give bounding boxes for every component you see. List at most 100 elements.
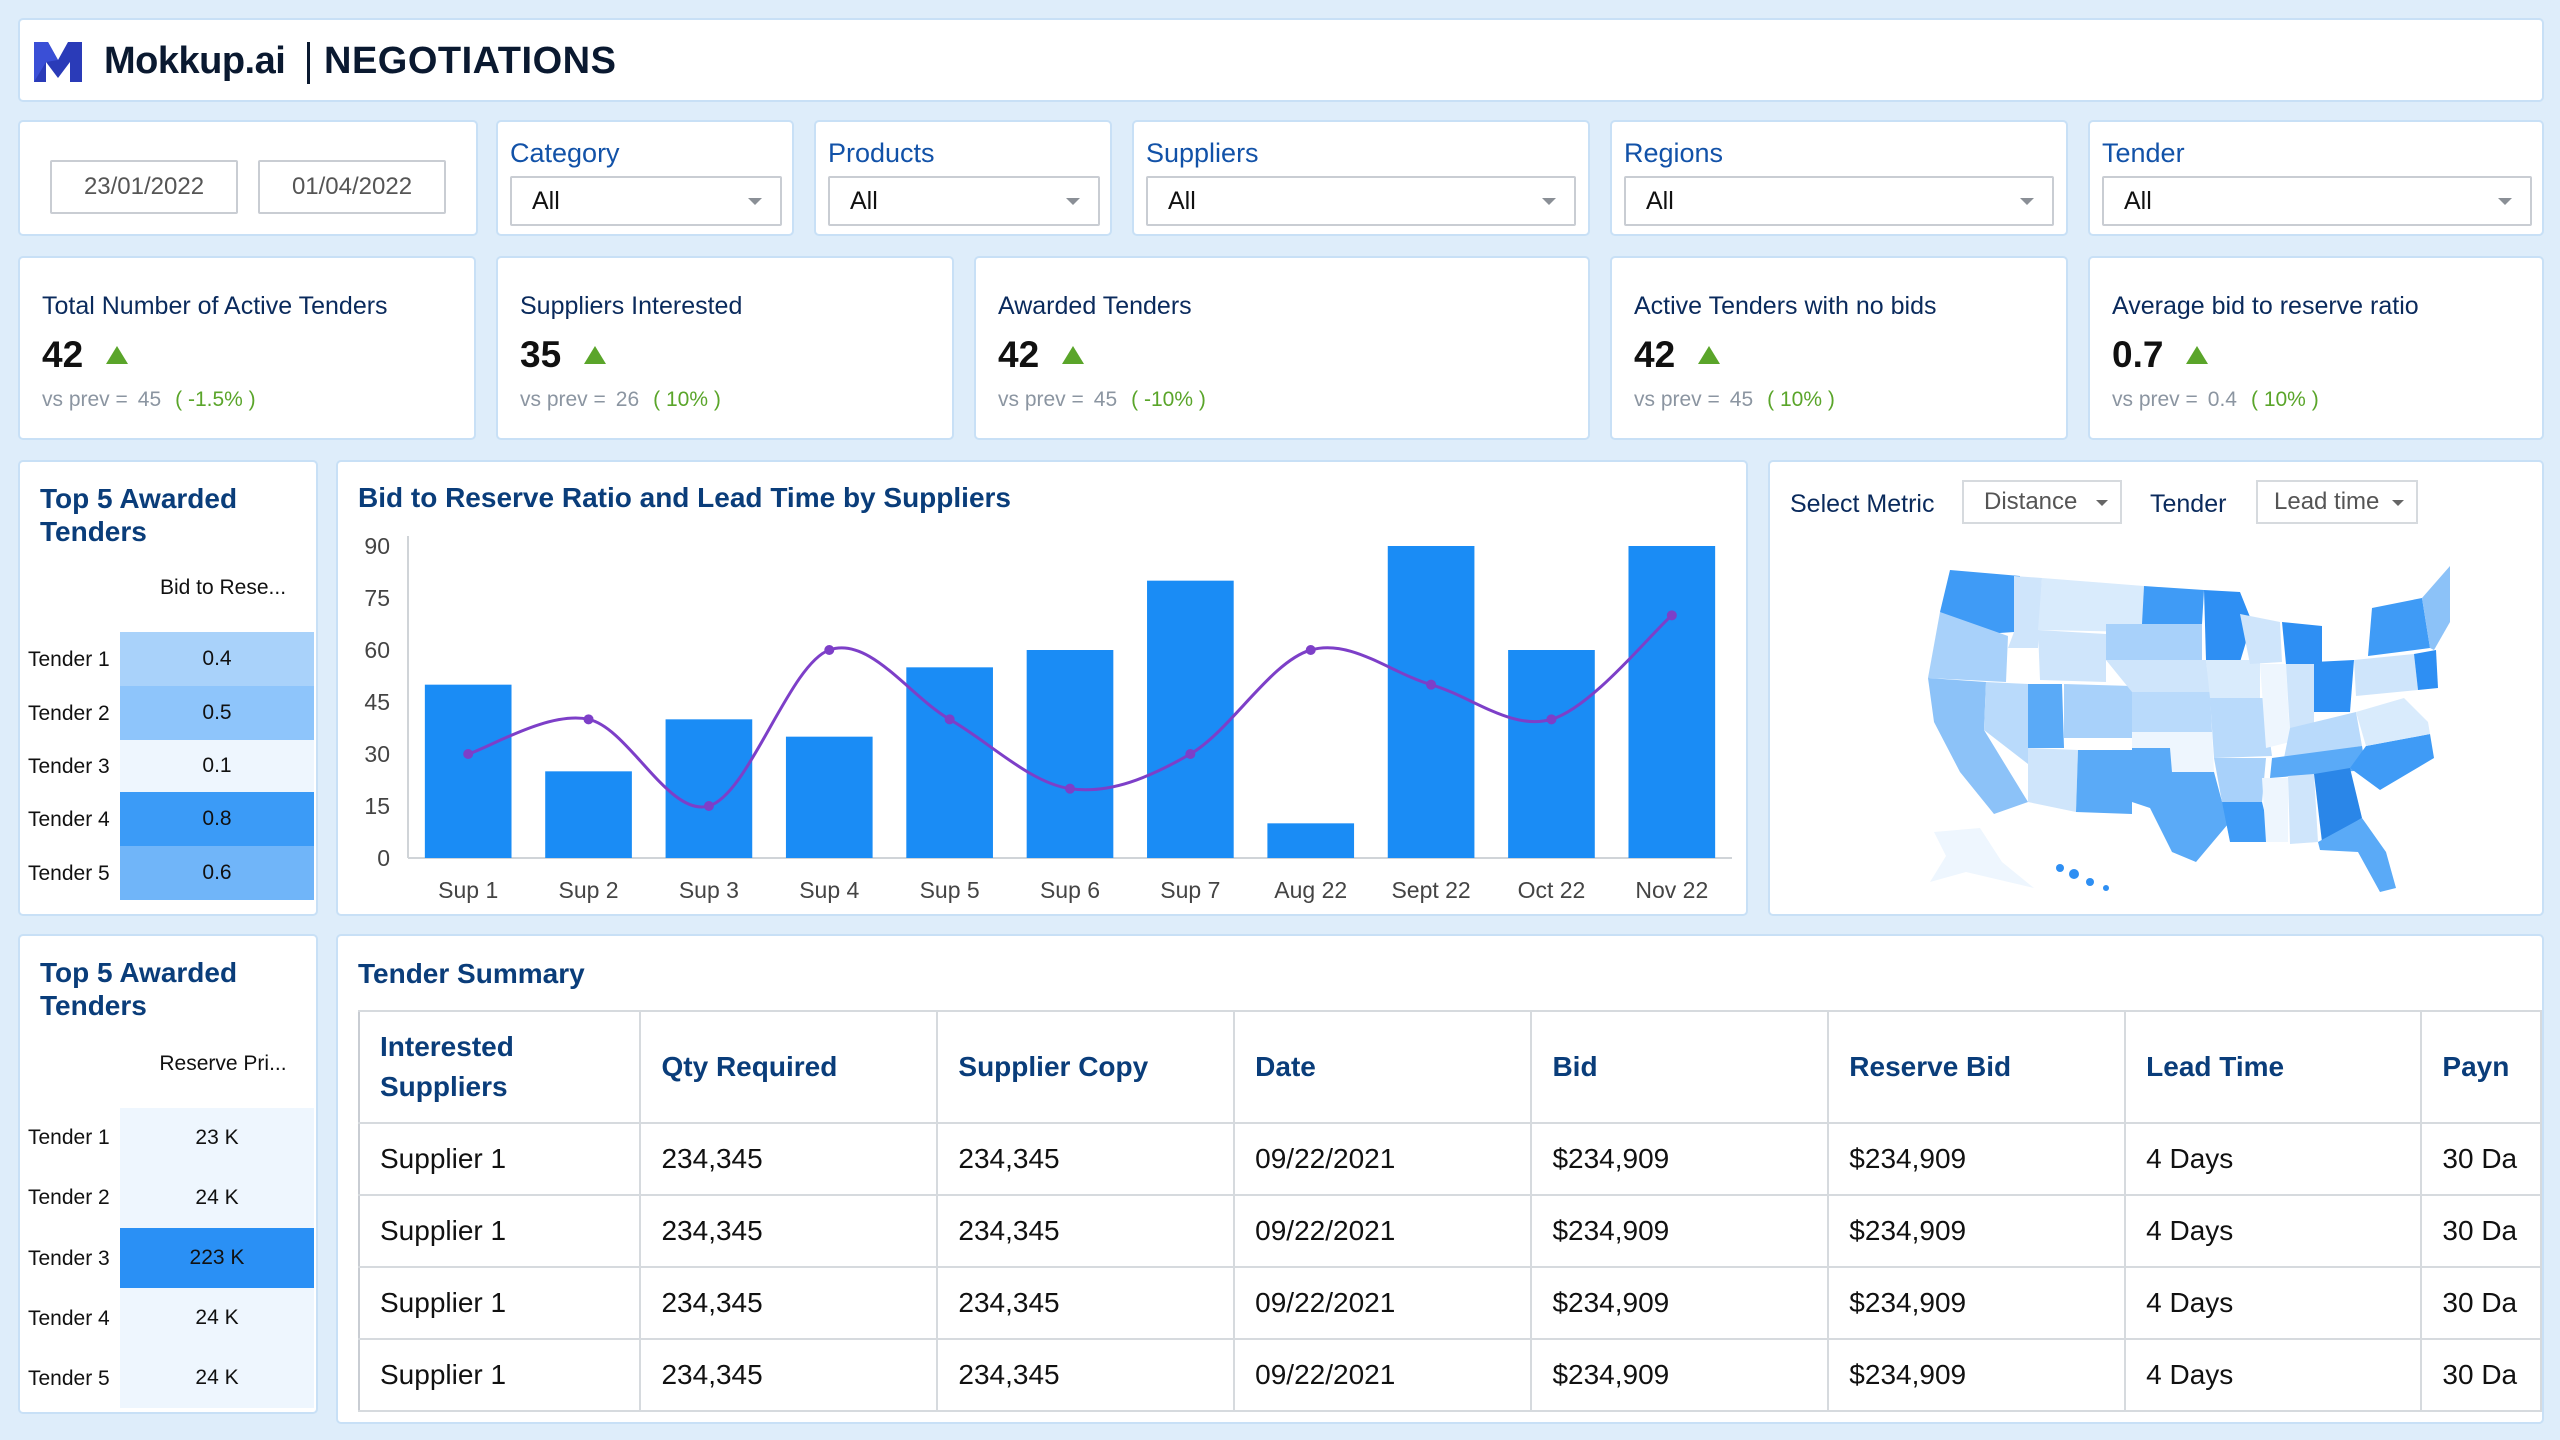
chart-bar [785,736,873,858]
header-bar: Mokkup.ai NEGOTIATIONS [18,18,2544,102]
table-cell: Supplier 1 [357,1194,642,1268]
top5-reserve-cell: 23 K [120,1108,314,1168]
kpi-value: 42 [42,334,84,375]
table-cell: 234,345 [936,1122,1236,1196]
mokkup-logo-icon [34,42,82,82]
map-region-missouri [2210,698,2272,758]
tender-select[interactable]: All [2102,176,2532,226]
map-region-nebraska [2106,660,2210,692]
table-row[interactable]: Supplier 1 234,345 234,345 09/22/2021 $2… [357,1266,2542,1340]
us-choropleth-map[interactable] [1910,552,2450,892]
kpi-previous: vs prev = 45 ( 10% ) [1634,388,1835,412]
kpi-change: ( 10% ) [1767,388,1835,411]
y-tick-label: 90 [364,533,390,559]
top5-reserve-cell: 24 K [120,1168,314,1228]
table-cell: 4 Days [2124,1338,2423,1412]
tender-filter: Tender All [2088,120,2544,236]
lead-time-point [944,714,955,725]
column-header[interactable]: Interested Suppliers [357,1010,642,1124]
table-cell: $234,909 [1530,1338,1830,1412]
kpi-prev-value: 45 [1093,388,1118,411]
column-header[interactable]: Payn [2420,1010,2542,1124]
chevron-down-icon [2020,198,2034,205]
x-tick-label: Nov 22 [1635,877,1708,903]
category-select[interactable]: All [510,176,782,226]
lead-time-point [1065,783,1075,794]
top5-ratio-column-header: Bid to Rese... [159,576,287,599]
trend-up-icon [584,346,606,364]
kpi-change: ( -1.5% ) [175,388,256,411]
chart-title: Bid to Reserve Ratio and Lead Time by Su… [358,482,1011,513]
map-region-idaho [2008,576,2042,648]
end-date-input[interactable]: 01/04/2022 [258,160,446,214]
chart-bar [545,771,632,858]
map-region-arkansas [2214,758,2266,802]
y-tick-label: 30 [364,741,390,767]
tender-select-value: All [2124,187,2152,215]
column-header[interactable]: Reserve Bid [1827,1010,2127,1124]
top5-ratio-cell: 0.4 [120,632,314,686]
kpi-previous: vs prev = 45 ( -10% ) [998,388,1206,412]
kpi-title: Active Tenders with no bids [1634,292,1937,320]
column-header[interactable]: Lead Time [2124,1010,2423,1124]
products-select-value: All [850,187,878,215]
top5-reserve-card: Top 5 Awarded Tenders Reserve Pri... Ten… [18,934,318,1414]
category-select-value: All [532,187,560,215]
top5-ratio-cell: 0.8 [120,792,314,846]
map-region-new-mexico [2076,750,2132,814]
kpi-change: ( -10% ) [1131,388,1206,411]
map-region-florida [2318,818,2396,892]
kpi-prev-label: vs prev = [998,388,1084,411]
map-region-louisiana [2222,802,2272,842]
chevron-down-icon [1542,198,1556,205]
table-row[interactable]: Supplier 1 234,345 234,345 09/22/2021 $2… [357,1122,2542,1196]
chart-bar [1628,546,1716,858]
x-tick-label: Sup 7 [1160,877,1220,903]
top5-reserve-cell: 24 K [120,1288,314,1348]
top5-ratio-row-label: Tender 5 [28,862,110,885]
kpi-value: 35 [520,334,562,375]
table-row[interactable]: Supplier 1 234,345 234,345 09/22/2021 $2… [357,1338,2542,1412]
kpi-value: 0.7 [2112,334,2164,375]
bid-reserve-chart-card: Bid to Reserve Ratio and Lead Time by Su… [336,460,1748,916]
products-select[interactable]: All [828,176,1100,226]
column-header[interactable]: Supplier Copy [936,1010,1236,1124]
top5-reserve-row-label: Tender 2 [28,1186,110,1209]
map-region-alaska [1930,828,2034,888]
kpi-change: ( 10% ) [653,388,721,411]
column-header[interactable]: Bid [1530,1010,1830,1124]
table-cell: 09/22/2021 [1233,1338,1533,1412]
table-cell: 234,345 [936,1266,1236,1340]
map-region-illinois [2260,664,2290,748]
lead-time-point [583,714,594,725]
regions-select[interactable]: All [1624,176,2054,226]
x-tick-label: Sup 3 [679,877,739,903]
suppliers-select[interactable]: All [1146,176,1576,226]
trend-up-icon [1062,346,1084,364]
metric-dropdown[interactable]: Distance [1962,480,2122,524]
kpi-previous: vs prev = 45 ( -1.5% ) [42,388,256,412]
x-tick-label: Sup 2 [558,877,618,903]
x-tick-label: Sept 22 [1391,877,1470,903]
top5-reserve-row-label: Tender 1 [28,1126,110,1149]
table-cell: 4 Days [2124,1266,2423,1340]
products-filter-label: Products [828,138,935,168]
map-region-utah [2028,684,2064,748]
lead-time-point [1426,679,1437,690]
table-cell: 234,345 [639,1338,939,1412]
column-header[interactable]: Qty Required [639,1010,939,1124]
lead-time-dropdown[interactable]: Lead time [2256,480,2418,524]
chevron-down-icon [1066,198,1080,205]
kpi-prev-label: vs prev = [520,388,606,411]
table-cell: $234,909 [1827,1194,2127,1268]
table-row[interactable]: Supplier 1 234,345 234,345 09/22/2021 $2… [357,1194,2542,1268]
column-header[interactable]: Date [1233,1010,1533,1124]
kpi-value: 42 [1634,334,1676,375]
map-region-montana [2038,578,2144,632]
kpi-card-active-tenders: Total Number of Active Tenders 42 vs pre… [18,256,476,440]
map-region-virginia [2356,698,2430,746]
map-region-wyoming [2038,630,2106,682]
top5-ratio-card: Top 5 Awarded Tenders Bid to Rese... Ten… [18,460,318,916]
map-region-south-dakota [2106,624,2202,660]
start-date-input[interactable]: 23/01/2022 [50,160,238,214]
